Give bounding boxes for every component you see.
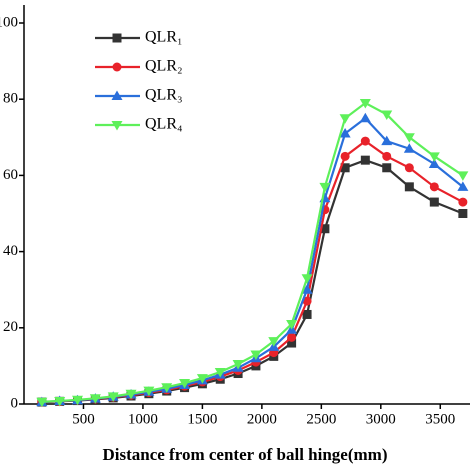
data-point — [320, 224, 330, 234]
data-point — [287, 338, 297, 348]
data-point — [302, 309, 312, 319]
data-point — [429, 182, 439, 192]
data-point — [72, 395, 84, 406]
data-point — [302, 296, 312, 306]
data-point — [359, 99, 371, 109]
data-point — [196, 374, 208, 384]
legend-label: QLR₂ — [145, 58, 183, 75]
data-point — [161, 383, 173, 393]
data-point — [404, 182, 414, 192]
data-point — [287, 332, 297, 342]
data-point — [429, 197, 439, 207]
data-point — [301, 274, 313, 284]
y-tick-label: 20 — [3, 319, 18, 335]
legend-label: QLR₄ — [145, 116, 183, 133]
data-point — [54, 396, 66, 407]
data-point — [268, 337, 280, 347]
data-point — [359, 112, 371, 123]
data-point — [250, 350, 262, 360]
data-point — [428, 158, 440, 168]
x-tick-label: 2500 — [306, 411, 336, 427]
data-point — [339, 114, 351, 124]
data-point — [36, 397, 48, 408]
y-tick-label: 100 — [0, 14, 18, 30]
data-point — [214, 367, 226, 378]
data-point — [428, 152, 440, 162]
data-point — [319, 182, 331, 193]
data-point — [382, 163, 392, 173]
data-point — [143, 386, 155, 397]
data-point — [381, 135, 393, 146]
x-tick-label: 2000 — [247, 411, 277, 427]
data-point — [340, 163, 350, 173]
data-point — [125, 389, 137, 400]
legend-marker — [111, 90, 123, 100]
data-point — [340, 151, 350, 161]
data-point — [107, 392, 119, 402]
x-tick-label: 3000 — [366, 411, 396, 427]
data-point — [457, 171, 469, 181]
data-point — [360, 136, 370, 146]
data-point — [457, 181, 469, 191]
legend-marker — [112, 62, 122, 72]
series-line — [41, 101, 464, 403]
y-tick-label: 0 — [11, 395, 19, 411]
data-point — [89, 394, 101, 404]
data-point — [360, 155, 370, 165]
data-point — [381, 110, 393, 120]
legend-marker — [111, 121, 123, 131]
data-point — [458, 209, 468, 218]
x-tick-label: 1000 — [128, 411, 158, 427]
x-tick-label: 500 — [72, 411, 95, 427]
y-tick-label: 80 — [3, 91, 18, 107]
legend-label: QLR₁ — [145, 29, 183, 46]
x-axis-label: Distance from center of ball hinge(mm) — [102, 445, 387, 464]
y-tick-label: 40 — [3, 243, 18, 259]
data-point — [232, 359, 244, 370]
y-tick-label: 60 — [3, 167, 18, 183]
data-point — [403, 133, 415, 143]
x-tick-label: 1500 — [187, 411, 217, 427]
legend-marker — [112, 33, 122, 43]
data-point — [458, 197, 468, 207]
data-point — [339, 127, 351, 138]
data-point — [301, 284, 313, 294]
data-point — [404, 163, 414, 173]
data-point — [403, 143, 415, 153]
data-point — [286, 319, 298, 330]
data-point — [382, 151, 392, 161]
data-point — [179, 379, 191, 389]
legend-label: QLR₃ — [145, 87, 183, 104]
x-tick-label: 3500 — [425, 411, 455, 427]
